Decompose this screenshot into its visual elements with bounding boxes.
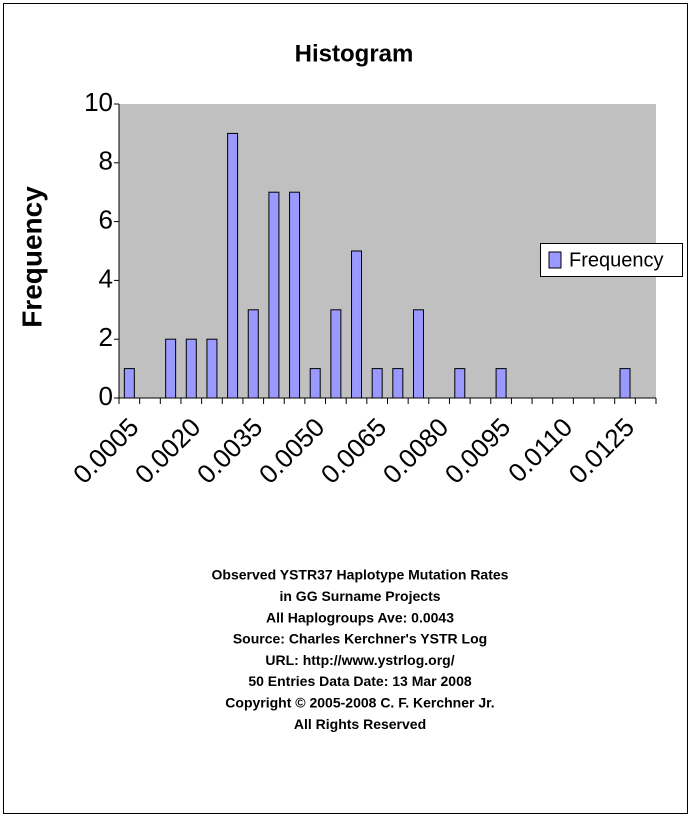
y-tick-label: 10 (84, 87, 113, 117)
chart-title: Histogram (295, 40, 414, 67)
bar (412, 309, 424, 399)
bar (309, 368, 321, 399)
caption-line: 50 Entries Data Date: 13 Mar 2008 (248, 673, 472, 689)
y-tick-label: 8 (99, 146, 113, 176)
bar (227, 132, 239, 399)
legend-label: Frequency (569, 249, 664, 271)
bar (495, 368, 507, 399)
y-tick-label: 2 (99, 322, 113, 352)
bar (371, 368, 383, 399)
bar (268, 191, 280, 399)
bar (392, 368, 404, 399)
bar (123, 368, 135, 399)
caption-line: in GG Surname Projects (279, 588, 440, 604)
bar (619, 368, 631, 399)
caption-line: URL: http://www.ystrlog.org/ (265, 652, 454, 668)
caption-line: Source: Charles Kerchner's YSTR Log (233, 631, 487, 647)
bar (247, 309, 259, 399)
bar (330, 309, 342, 399)
bar (351, 250, 363, 399)
y-tick-label: 4 (99, 263, 113, 293)
bar (206, 338, 218, 399)
legend-swatch (548, 251, 562, 269)
caption-line: Observed YSTR37 Haplotype Mutation Rates (212, 567, 509, 583)
y-tick-label: 0 (99, 381, 113, 411)
caption-line: All Rights Reserved (294, 716, 426, 732)
y-tick-label: 6 (99, 204, 113, 234)
caption-line: All Haplogroups Ave: 0.0043 (266, 609, 454, 625)
y-axis-title: Frequency (16, 186, 47, 328)
legend (540, 243, 683, 277)
bar (165, 338, 177, 399)
caption-line: Copyright © 2005-2008 C. F. Kerchner Jr. (225, 695, 494, 711)
bar (185, 338, 197, 399)
bar (454, 368, 466, 399)
bar (289, 191, 301, 399)
